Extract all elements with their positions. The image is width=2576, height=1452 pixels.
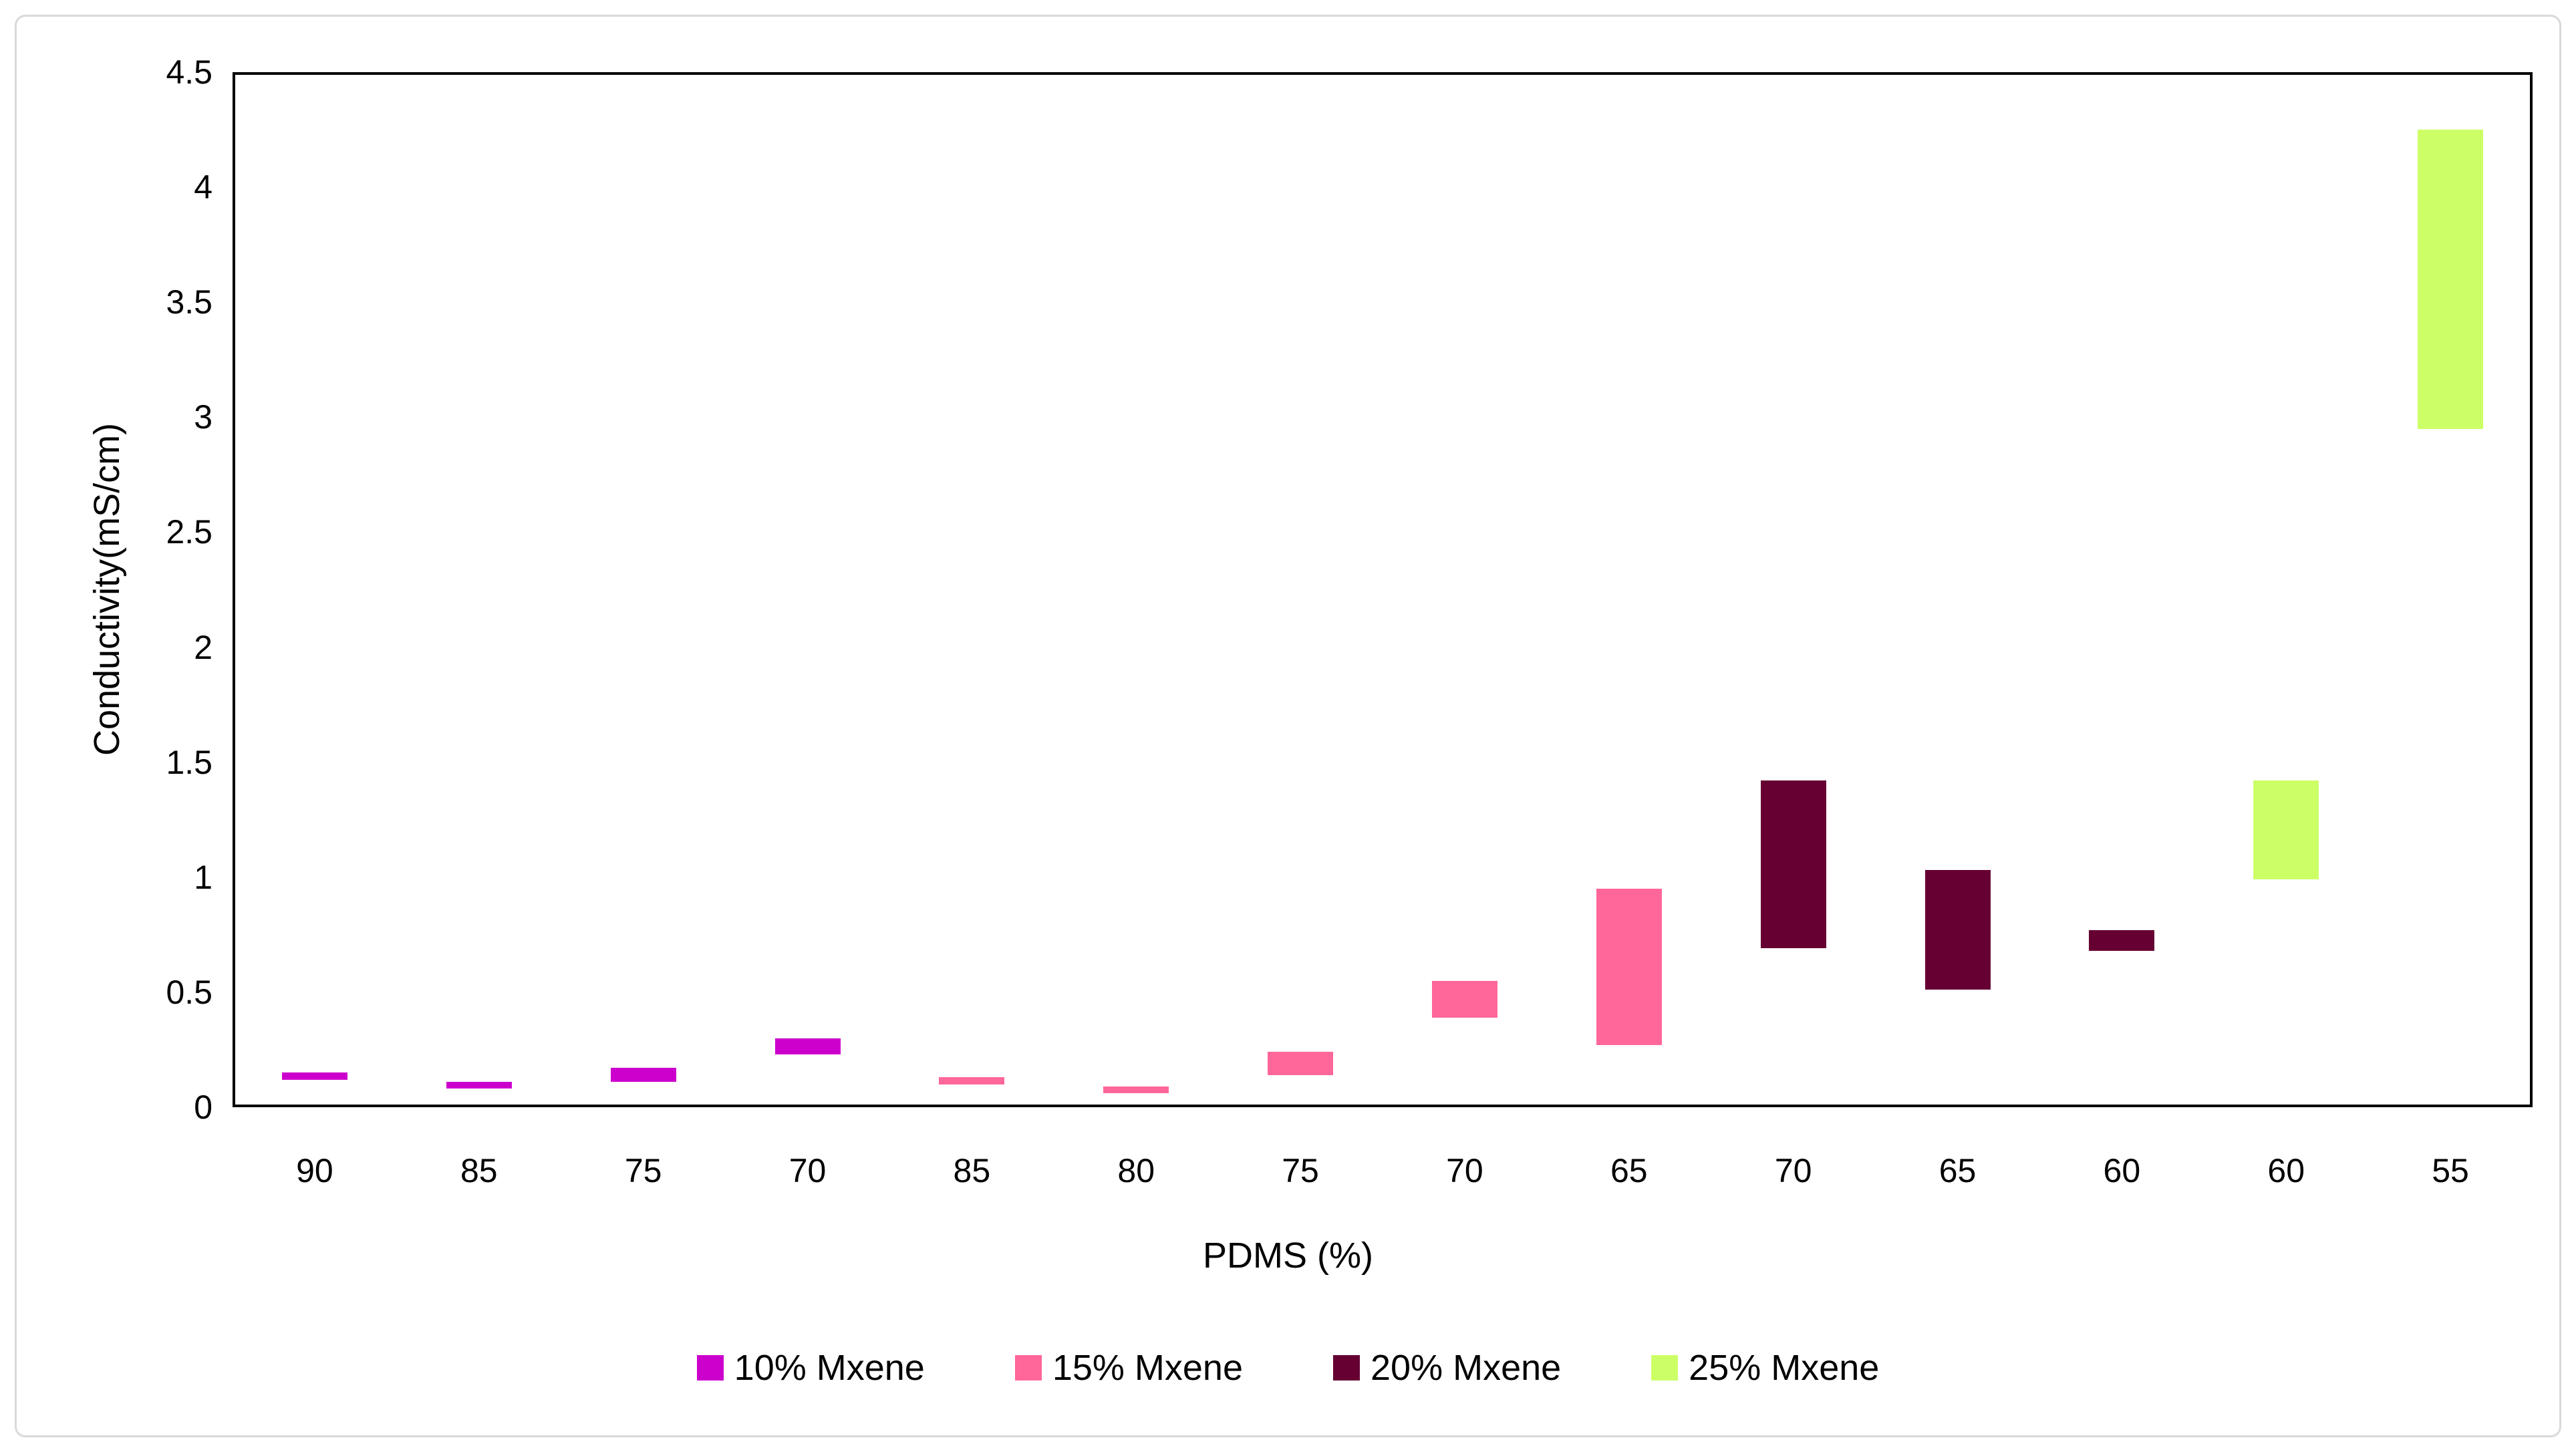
range-bar-10-mxene85	[446, 1082, 512, 1089]
range-bar-20-mxene60	[2089, 929, 2155, 951]
y-axis-title: Conductivity(mS/cm)	[87, 422, 127, 756]
legend-label: 20% Mxene	[1371, 1348, 1562, 1388]
y-tick-label: 3	[194, 398, 212, 436]
range-bar-15-mxene75	[1268, 1052, 1334, 1075]
y-tick-label: 3.5	[166, 283, 212, 321]
legend-item: 20% Mxene	[1333, 1347, 1561, 1389]
x-tick-label: 65	[1610, 1152, 1648, 1189]
legend-label: 25% Mxene	[1689, 1348, 1880, 1388]
x-tick-label: 70	[1446, 1152, 1483, 1189]
range-bar-10-mxene75	[610, 1068, 676, 1082]
x-tick-label: 90	[296, 1152, 333, 1189]
x-tick-label: 60	[2103, 1152, 2141, 1189]
x-tick-label: 55	[2432, 1152, 2469, 1189]
range-bar-15-mxene65	[1596, 888, 1662, 1046]
legend-swatch-icon	[1014, 1355, 1042, 1381]
x-tick-label: 85	[953, 1152, 991, 1189]
range-bar-25-mxene60	[2253, 780, 2319, 880]
x-tick-label: 70	[789, 1152, 827, 1189]
range-bar-10-mxene90	[281, 1072, 347, 1080]
y-tick-label: 2.5	[166, 513, 212, 551]
legend-swatch-icon	[1651, 1355, 1679, 1381]
x-tick-label: 85	[460, 1152, 498, 1189]
y-tick-label: 1.5	[166, 743, 212, 781]
y-tick-label: 4.5	[166, 53, 212, 91]
y-tick-label: 1	[194, 858, 212, 896]
y-tick-label: 0	[194, 1088, 212, 1126]
x-tick-label: 65	[1939, 1152, 1977, 1189]
range-bar-15-mxene85	[939, 1077, 1005, 1084]
legend-item: 10% Mxene	[696, 1347, 925, 1389]
x-tick-label: 70	[1774, 1152, 1812, 1189]
range-bar-15-mxene70	[1431, 980, 1497, 1018]
plot-area	[233, 72, 2533, 1107]
legend-item: 25% Mxene	[1651, 1347, 1879, 1389]
x-tick-label: 60	[2267, 1152, 2305, 1189]
legend-label: 10% Mxene	[734, 1348, 925, 1388]
legend-swatch-icon	[1333, 1355, 1360, 1381]
range-bar-10-mxene70	[774, 1038, 841, 1054]
x-tick-label: 75	[624, 1152, 662, 1189]
range-bar-20-mxene65	[1924, 870, 1991, 990]
legend-label: 15% Mxene	[1052, 1348, 1243, 1388]
y-tick-label: 4	[194, 168, 212, 206]
x-axis-title: PDMS (%)	[1203, 1236, 1373, 1276]
y-tick-label: 2	[194, 628, 212, 666]
x-tick-label: 80	[1117, 1152, 1155, 1189]
range-bar-25-mxene55	[2418, 130, 2484, 429]
range-bar-20-mxene70	[1760, 780, 1826, 949]
legend-item: 15% Mxene	[1014, 1347, 1243, 1389]
legend-swatch-icon	[696, 1355, 724, 1381]
range-bar-15-mxene80	[1103, 1086, 1169, 1094]
legend: 10% Mxene 15% Mxene 20% Mxene 25% Mxene	[0, 1338, 2576, 1398]
y-tick-label: 0.5	[166, 973, 212, 1011]
x-tick-label: 75	[1282, 1152, 1319, 1189]
